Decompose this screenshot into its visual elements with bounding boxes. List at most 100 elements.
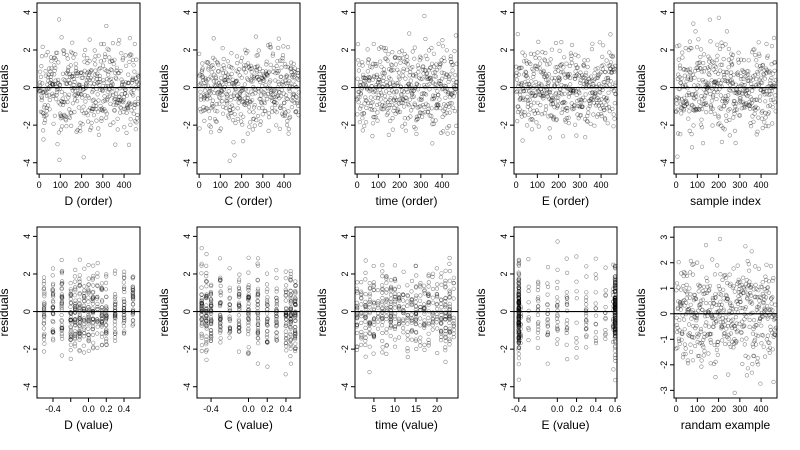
data-point bbox=[283, 276, 288, 281]
data-point bbox=[197, 51, 202, 57]
data-point bbox=[202, 93, 207, 98]
data-point bbox=[595, 95, 600, 101]
y-axis-label: residuals bbox=[474, 64, 488, 112]
data-point bbox=[527, 89, 532, 94]
data-point bbox=[429, 113, 434, 118]
data-point bbox=[375, 118, 380, 123]
data-point bbox=[765, 104, 771, 109]
data-point bbox=[389, 68, 394, 73]
data-point bbox=[447, 278, 452, 283]
data-point bbox=[64, 52, 69, 58]
data-point bbox=[82, 86, 87, 91]
data-point bbox=[571, 88, 576, 94]
data-point bbox=[574, 289, 579, 294]
data-point bbox=[374, 62, 379, 67]
data-point bbox=[593, 256, 598, 261]
data-point bbox=[603, 70, 608, 75]
data-point bbox=[236, 279, 242, 284]
data-point bbox=[292, 100, 297, 105]
data-point bbox=[95, 274, 100, 279]
data-point bbox=[695, 106, 700, 111]
data-point bbox=[242, 96, 247, 101]
data-point bbox=[444, 103, 449, 108]
data-point bbox=[94, 118, 99, 123]
data-point bbox=[677, 43, 682, 48]
data-point bbox=[689, 46, 694, 51]
y-tick-label: -4 bbox=[340, 383, 350, 391]
data-point bbox=[580, 104, 585, 109]
data-point bbox=[244, 98, 249, 103]
data-point bbox=[82, 325, 87, 330]
data-point bbox=[577, 90, 582, 96]
data-point bbox=[398, 84, 403, 89]
data-point bbox=[748, 76, 753, 81]
data-point bbox=[393, 55, 398, 61]
data-point bbox=[233, 96, 238, 101]
y-tick-label: -4 bbox=[22, 383, 32, 391]
data-point bbox=[75, 128, 80, 133]
data-point bbox=[68, 348, 73, 353]
data-point bbox=[229, 71, 234, 76]
data-point bbox=[95, 284, 100, 289]
data-point bbox=[593, 276, 599, 281]
data-point bbox=[529, 93, 534, 98]
data-point bbox=[525, 94, 530, 99]
data-point bbox=[121, 280, 126, 285]
data-point bbox=[242, 82, 247, 87]
data-point bbox=[104, 332, 109, 337]
data-point bbox=[743, 105, 748, 110]
data-point bbox=[388, 96, 393, 101]
data-point bbox=[562, 117, 568, 122]
data-point bbox=[714, 87, 719, 92]
data-point bbox=[42, 292, 47, 297]
data-point bbox=[103, 317, 109, 322]
data-point bbox=[516, 84, 521, 89]
data-point bbox=[96, 53, 101, 58]
data-point bbox=[133, 127, 138, 132]
data-point bbox=[438, 275, 444, 280]
data-point bbox=[516, 104, 521, 109]
data-point bbox=[751, 47, 756, 52]
data-point bbox=[568, 90, 573, 95]
data-point bbox=[82, 331, 87, 336]
data-point bbox=[411, 88, 416, 94]
data-point bbox=[55, 87, 60, 92]
data-point bbox=[532, 83, 537, 89]
data-point bbox=[741, 105, 746, 110]
data-point bbox=[679, 96, 685, 102]
data-point bbox=[99, 343, 104, 348]
data-point bbox=[80, 85, 85, 90]
data-point bbox=[69, 74, 74, 79]
data-point bbox=[372, 107, 377, 112]
data-point bbox=[40, 44, 45, 50]
data-point bbox=[382, 93, 387, 99]
data-point bbox=[371, 73, 377, 78]
data-point bbox=[361, 110, 366, 116]
data-point bbox=[732, 390, 737, 396]
data-point bbox=[546, 72, 551, 77]
data-point bbox=[763, 123, 768, 129]
data-point bbox=[730, 52, 736, 58]
data-point bbox=[573, 69, 578, 74]
data-point bbox=[43, 69, 48, 74]
data-point bbox=[586, 76, 591, 82]
data-point bbox=[359, 85, 364, 90]
data-point bbox=[738, 98, 743, 103]
data-point bbox=[587, 98, 592, 103]
data-point bbox=[131, 294, 136, 299]
data-point bbox=[571, 89, 576, 94]
scatter-points bbox=[673, 236, 778, 396]
data-point bbox=[55, 142, 60, 147]
data-point bbox=[765, 55, 770, 60]
data-point bbox=[215, 90, 220, 95]
y-tick-label: 1 bbox=[659, 286, 669, 291]
data-point bbox=[710, 106, 715, 111]
data-point bbox=[565, 71, 570, 77]
data-point bbox=[79, 92, 84, 97]
data-point bbox=[81, 343, 86, 348]
data-point bbox=[717, 121, 722, 126]
data-point bbox=[606, 63, 611, 69]
data-point bbox=[410, 94, 415, 100]
data-point bbox=[42, 307, 47, 312]
data-point bbox=[356, 58, 361, 63]
